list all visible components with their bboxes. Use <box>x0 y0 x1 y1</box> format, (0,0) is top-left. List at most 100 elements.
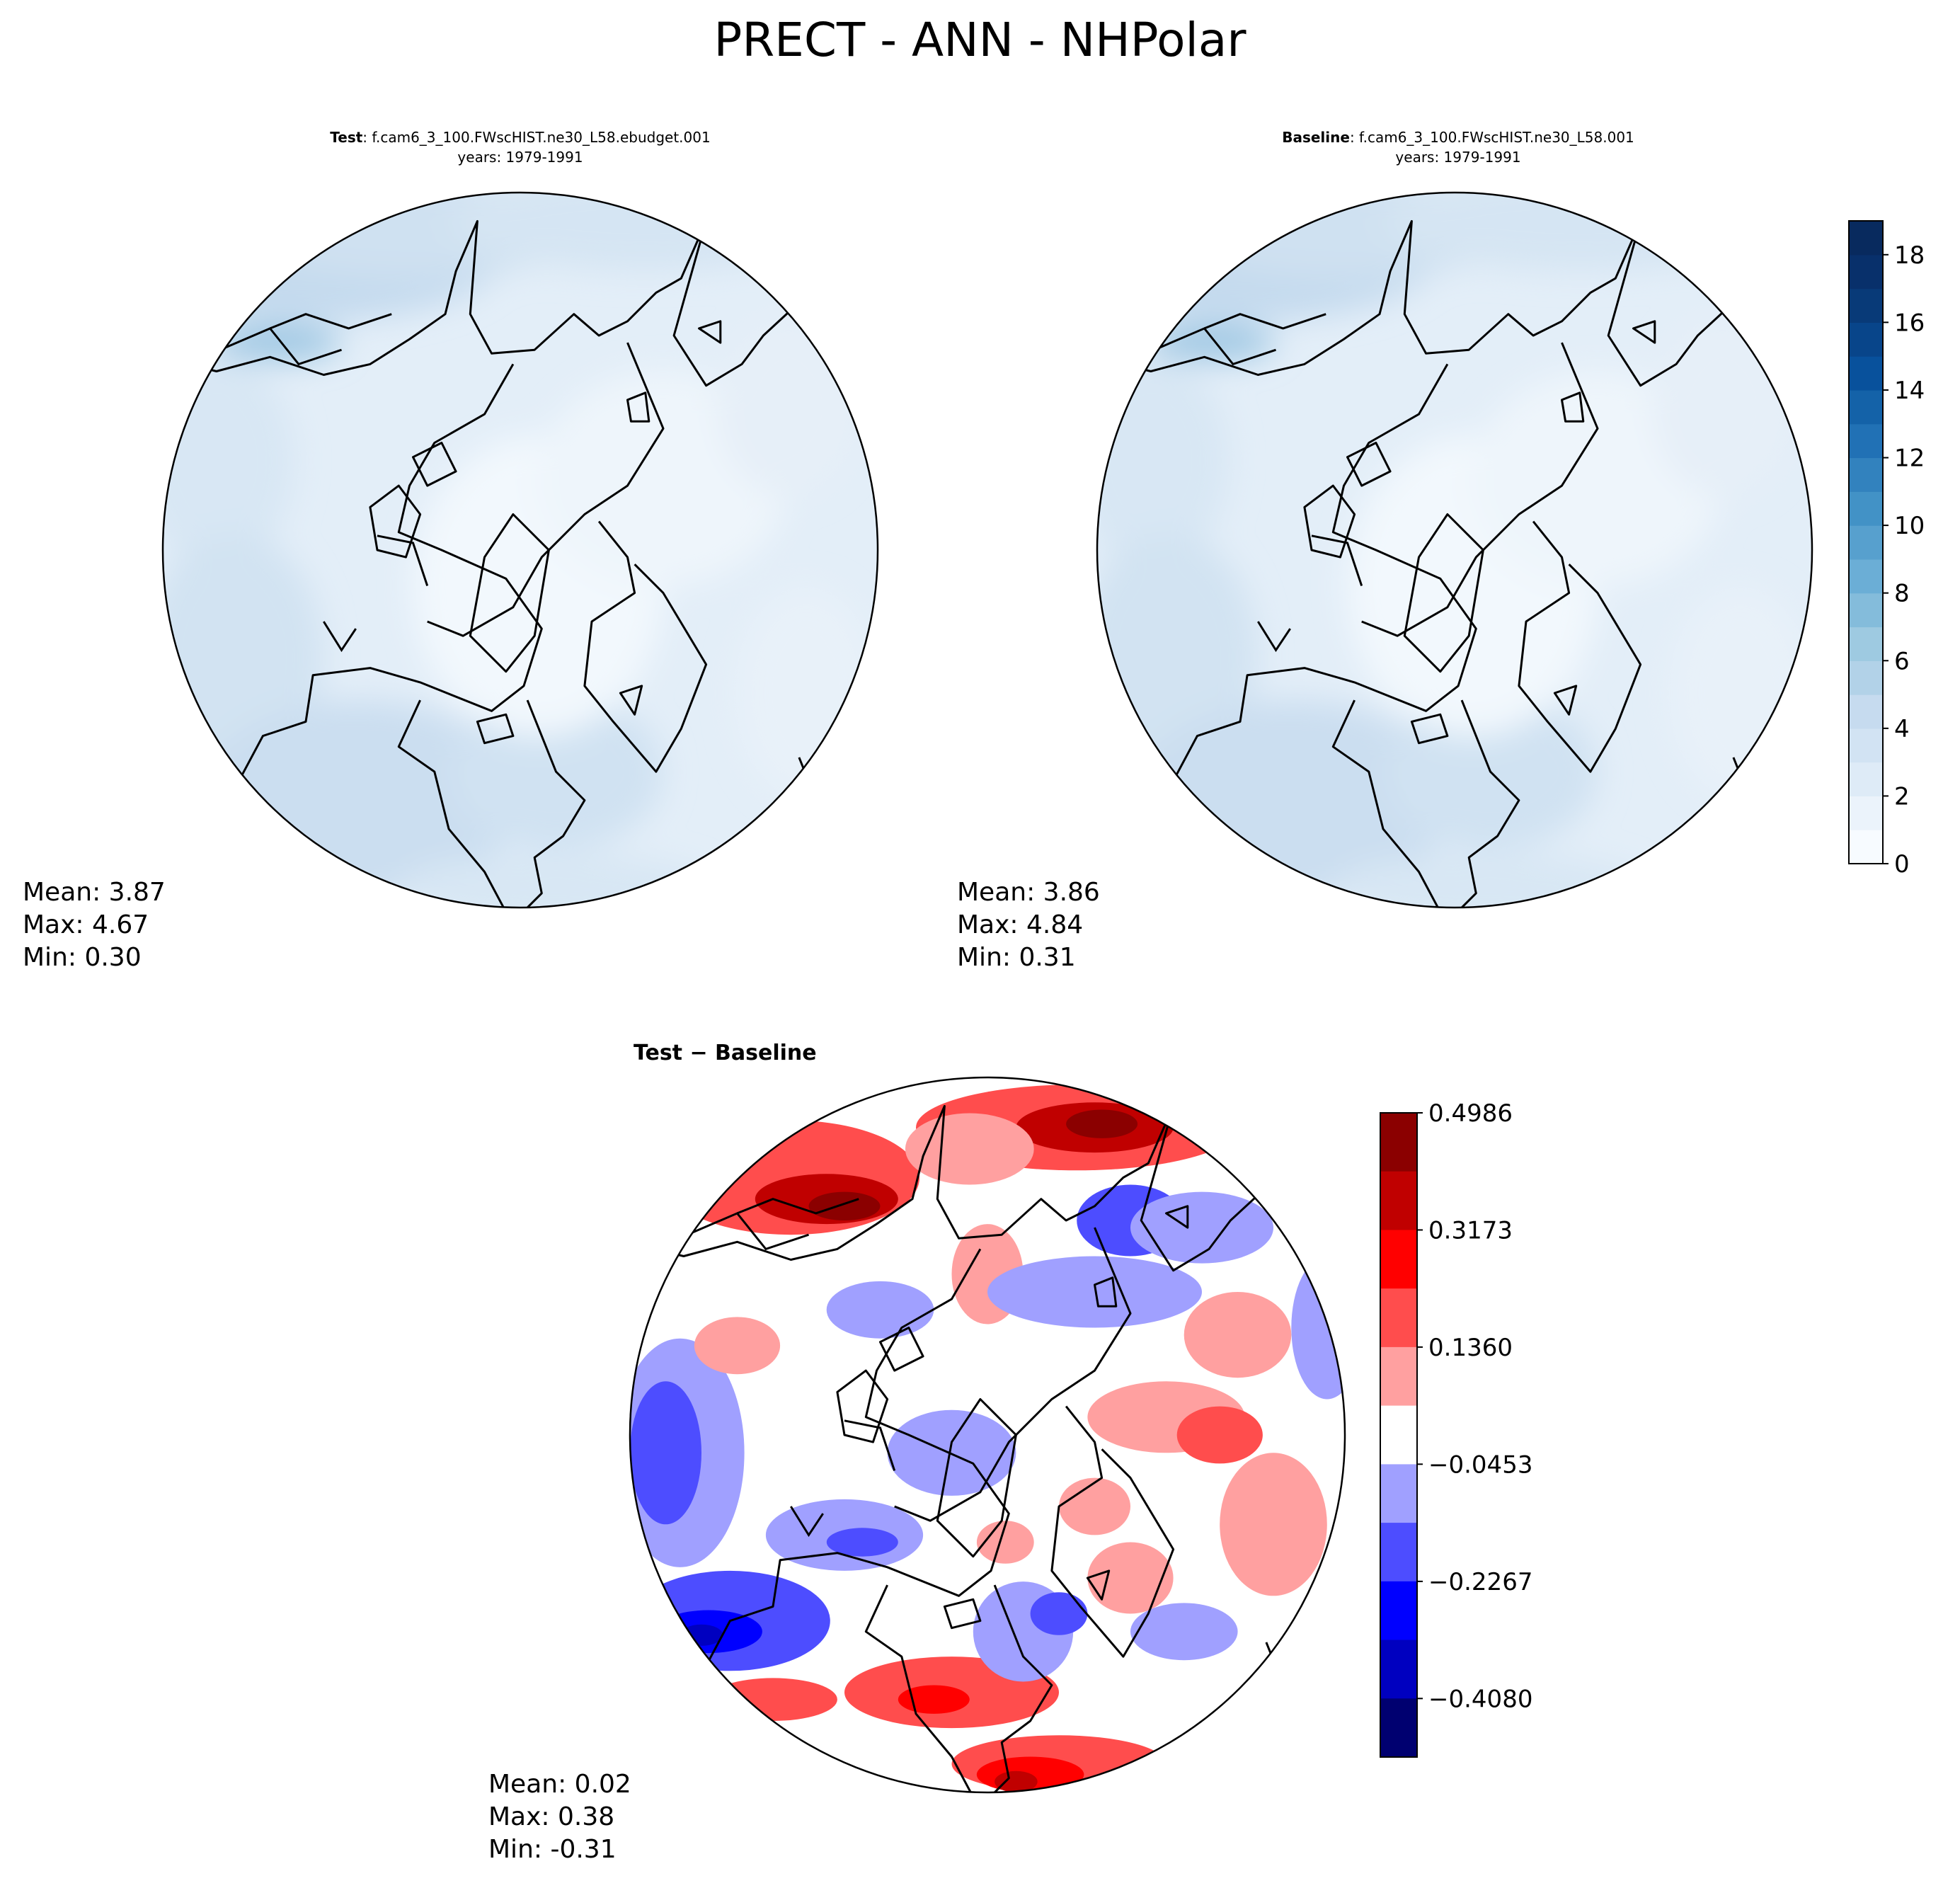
field-shade <box>1651 317 1794 497</box>
island-outline <box>619 685 643 716</box>
diff-colorbar: 0.4986 0.3173 0.1360 −0.0453 −0.2267 −0.4080 <box>1380 1099 1532 1758</box>
island-outline <box>1346 442 1392 487</box>
island-outline <box>1561 391 1585 423</box>
colorbar-swatch <box>1380 1464 1417 1523</box>
anomaly-patch <box>826 1528 898 1557</box>
colorbar-tick-label: 0.3173 <box>1428 1216 1513 1245</box>
coastline-detail <box>377 534 429 586</box>
colorbar-tick-label: 16 <box>1894 309 1925 337</box>
test-map-boundary <box>161 191 879 909</box>
colorbar-frame <box>1848 220 1884 864</box>
anomaly-patch <box>1030 1592 1088 1635</box>
colorbar-tick-label: −0.2267 <box>1428 1568 1532 1596</box>
colorbar-tick-label: 14 <box>1894 377 1925 405</box>
test-map <box>161 191 879 909</box>
island-outline <box>476 713 515 745</box>
anomaly-patch <box>1059 1477 1130 1535</box>
colorbar-frame <box>1380 1112 1418 1758</box>
test-max: Max: 4.67 <box>23 910 149 939</box>
colorbar-swatch <box>1849 728 1883 763</box>
baseline-map-boundary <box>1096 191 1813 909</box>
island-outline <box>1086 1569 1111 1601</box>
colorbar-swatch <box>1849 491 1883 526</box>
field-shade <box>1329 854 1651 908</box>
field-shade <box>1383 193 1777 272</box>
diff-mean: Mean: 0.02 <box>488 1770 631 1799</box>
colorbar-swatch <box>1380 1288 1417 1348</box>
coastline-segment <box>583 520 708 773</box>
baseline-mean: Mean: 3.86 <box>957 878 1100 907</box>
coastline-segment <box>1518 520 1642 773</box>
figure-title: PRECT - ANN - NHPolar <box>713 13 1247 67</box>
anomaly-patch <box>826 1281 934 1339</box>
colorbar-swatch <box>1849 457 1883 492</box>
test-years: years: 1979-1991 <box>457 149 583 166</box>
colorbar-swatch <box>1849 627 1883 661</box>
colorbar-swatch <box>1849 660 1883 695</box>
coastline-segment <box>986 1584 1053 1792</box>
anomaly-patch <box>1220 1453 1327 1596</box>
coastline-segment <box>736 1198 859 1215</box>
anomaly-patch <box>1176 1406 1263 1464</box>
island-outline <box>936 1398 1017 1558</box>
coastline-detail <box>1257 621 1291 653</box>
island-outline <box>879 1327 924 1372</box>
island-outline <box>369 484 422 559</box>
colorbar-tick-label: 0.4986 <box>1428 1099 1513 1128</box>
colorbar-swatch <box>1849 356 1883 391</box>
colorbar-swatch <box>1849 221 1883 256</box>
test-panel-title: Test: f.cam6_3_100.FWscHIST.ne30_L58.ebu… <box>163 127 878 167</box>
colorbar-swatch <box>1849 694 1883 729</box>
colorbar-tick-label: −0.0453 <box>1428 1451 1532 1479</box>
island-outline <box>1303 484 1356 559</box>
colorbar-tick-label: 2 <box>1894 782 1910 811</box>
field-shade <box>1669 585 1812 801</box>
coastline-detail <box>1311 534 1363 586</box>
colorbar-swatch <box>1380 1523 1417 1582</box>
anomaly-patch <box>1130 1191 1273 1264</box>
anomaly-patch <box>995 1770 1038 1792</box>
diff-map <box>629 1076 1346 1794</box>
anomaly-patch <box>694 1317 781 1375</box>
island-outline <box>836 1369 889 1443</box>
anomaly-patch <box>1130 1603 1238 1661</box>
test-stats: Mean: 3.87 Max: 4.67 Min: 0.30 <box>23 876 166 974</box>
coastline-detail <box>323 621 357 653</box>
test-min: Min: 0.30 <box>23 943 142 972</box>
diff-max: Max: 0.38 <box>488 1802 615 1831</box>
coastline-segment <box>864 1584 982 1792</box>
field-shade <box>735 585 878 801</box>
colorbar-swatch <box>1380 1698 1417 1758</box>
diff-min: Min: -0.31 <box>488 1835 617 1864</box>
island-outline <box>1094 1276 1118 1308</box>
field-shade <box>395 854 717 908</box>
coastline-segment <box>397 699 515 908</box>
baseline-map <box>1096 191 1813 909</box>
anomaly-patch <box>987 1256 1202 1328</box>
colorbar-swatch <box>1849 796 1883 830</box>
island-outline <box>469 513 550 673</box>
field-shade <box>716 317 860 497</box>
colorbar-tick-label: −0.4080 <box>1428 1685 1532 1713</box>
anomaly-patch <box>709 1678 837 1721</box>
colorbar-tick-label: 6 <box>1894 647 1910 675</box>
coastline-detail <box>1154 327 1276 366</box>
anomaly-patch <box>630 1381 701 1525</box>
colorbar-swatch <box>1380 1346 1417 1407</box>
colorbar-swatch <box>1380 1230 1417 1289</box>
colorbar-swatch <box>1849 389 1883 425</box>
test-title-case: : f.cam6_3_100.FWscHIST.ne30_L58.ebudget… <box>362 129 711 146</box>
colorbar-swatch <box>1849 525 1883 560</box>
coastline-segment <box>1203 313 1326 330</box>
baseline-stats: Mean: 3.86 Max: 4.84 Min: 0.31 <box>957 876 1100 974</box>
coastline-detail <box>844 1419 896 1471</box>
baseline-panel-title: Baseline: f.cam6_3_100.FWscHIST.ne30_L58… <box>1101 127 1816 167</box>
colorbar-swatch <box>1380 1113 1417 1172</box>
anomaly-patch <box>1291 1256 1345 1400</box>
colorbar-swatch <box>1849 830 1883 864</box>
colorbar-swatch <box>1849 593 1883 628</box>
baseline-title-case: : f.cam6_3_100.FWscHIST.ne30_L58.001 <box>1349 129 1634 146</box>
island-outline <box>1165 1205 1189 1229</box>
island-outline <box>698 320 722 344</box>
